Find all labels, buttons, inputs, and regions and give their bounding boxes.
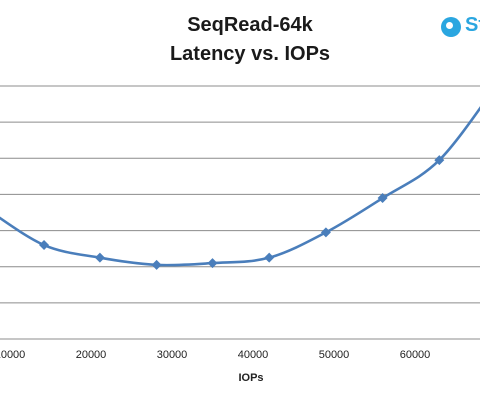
data-point-marker — [434, 155, 445, 166]
x-tick-label: 40000 — [238, 349, 269, 361]
x-tick-label: 20000 — [76, 349, 107, 361]
data-point-marker — [39, 240, 50, 251]
logo-icon — [441, 17, 461, 37]
data-point-marker — [264, 252, 275, 263]
x-tick-label: 60000 — [400, 349, 431, 361]
x-tick-label: 10000 — [0, 349, 25, 361]
chart-title: SeqRead-64k — [187, 14, 313, 36]
data-point-marker — [151, 259, 162, 270]
data-point-marker — [207, 258, 218, 269]
x-tick-label: 50000 — [319, 349, 350, 361]
x-tick-label: 30000 — [157, 349, 188, 361]
series-line — [0, 106, 480, 267]
chart-subtitle: Latency vs. IOPs — [169, 43, 331, 65]
data-point-marker — [320, 227, 331, 238]
data-point-marker — [94, 252, 105, 263]
x-axis-title: IOPs — [238, 372, 263, 384]
logo-text: St — [465, 14, 480, 36]
data-point-marker — [377, 193, 388, 204]
brand-logo: St — [441, 14, 480, 40]
